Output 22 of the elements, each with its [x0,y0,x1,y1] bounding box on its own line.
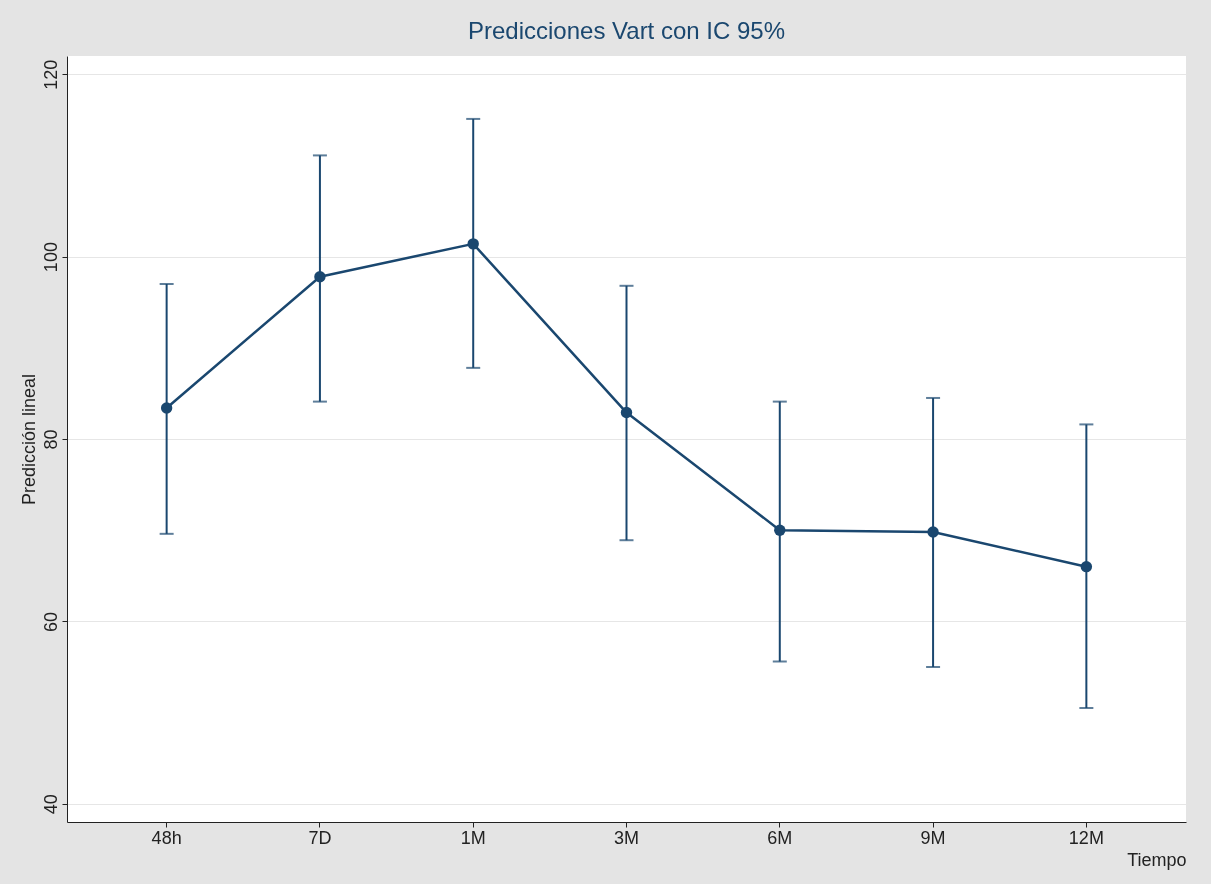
x-tick-label: 3M [613,827,640,848]
point [314,270,326,283]
y-tick-label: 60 [40,611,61,632]
x-tick-label: 9M [920,827,946,848]
x-tick-label: 1M [460,827,486,848]
point [1080,560,1093,573]
x-tick-label: 12M [1068,827,1104,848]
y-axis-title: Predicción lineal [18,373,39,506]
x-axis-title: Tiempo [1127,849,1187,870]
y-tick-label: 40 [40,794,61,815]
y-tick-label: 80 [40,429,61,450]
chart-title: Predicciones Vart con IC 95% [467,17,786,44]
x-tick-label: 7D [308,827,332,848]
point [620,406,633,419]
x-tick-label: 48h [151,827,182,848]
x-tick-label: 6M [767,827,793,848]
point [774,524,786,536]
point [467,238,479,250]
y-tick-label: 100 [40,242,61,273]
point [927,526,939,538]
point [160,402,173,414]
y-tick-label: 120 [40,59,61,90]
